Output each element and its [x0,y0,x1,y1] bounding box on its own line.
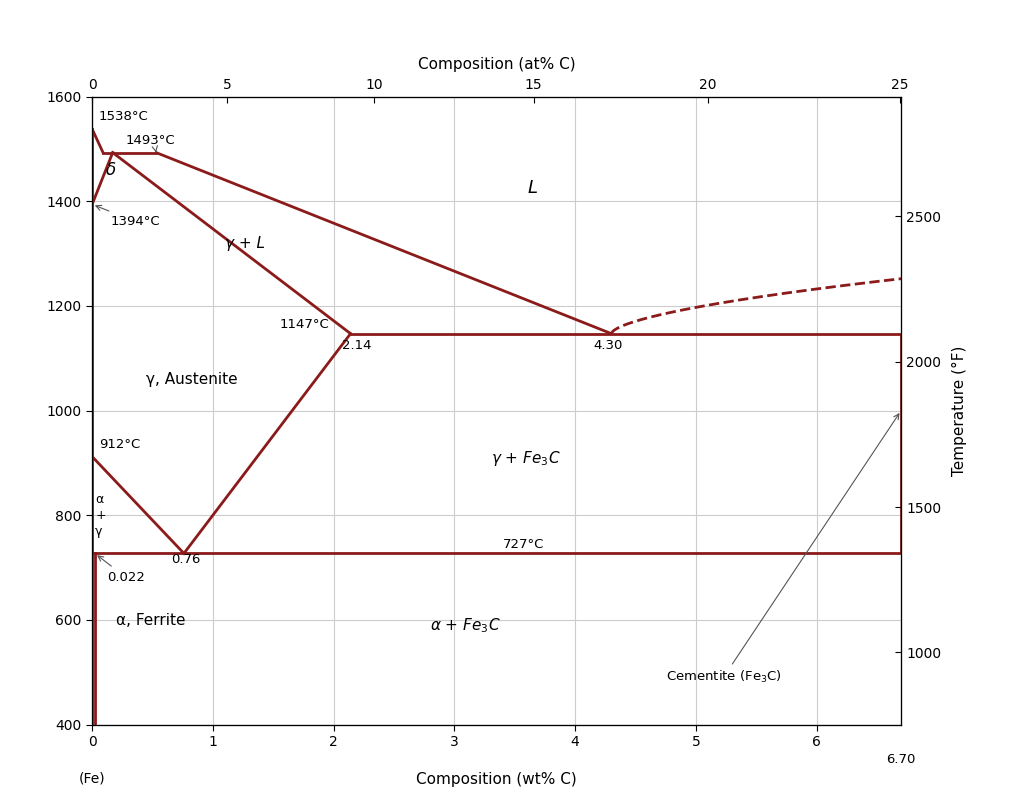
Text: Composition (wt% C): Composition (wt% C) [417,771,577,786]
Text: $L$: $L$ [526,180,538,197]
Text: Cementite (Fe$_3$C): Cementite (Fe$_3$C) [666,414,899,685]
Text: 2.14: 2.14 [342,339,372,352]
Text: α
+
γ: α + γ [95,493,105,538]
Text: 1538°C: 1538°C [98,110,147,123]
Text: 6.70: 6.70 [887,753,915,766]
Text: α + Fe$_3$C: α + Fe$_3$C [430,617,501,635]
Text: 0.76: 0.76 [171,553,200,567]
Text: γ + Fe$_3$C: γ + Fe$_3$C [490,449,560,468]
X-axis label: Composition (at% C): Composition (at% C) [418,57,575,72]
Text: 1493°C: 1493°C [126,134,175,152]
Text: 4.30: 4.30 [593,339,623,352]
Text: 0.022: 0.022 [98,555,144,584]
Text: δ: δ [105,161,116,179]
Y-axis label: Temperature (°F): Temperature (°F) [952,345,968,476]
Text: 1147°C: 1147°C [280,318,329,331]
Text: (Fe): (Fe) [79,771,105,786]
Text: 912°C: 912°C [99,438,140,452]
Text: γ + L: γ + L [225,237,265,251]
Text: γ, Austenite: γ, Austenite [146,373,239,387]
Text: α, Ferrite: α, Ferrite [117,613,185,628]
Text: 1394°C: 1394°C [96,205,160,228]
Text: 727°C: 727°C [503,539,544,551]
